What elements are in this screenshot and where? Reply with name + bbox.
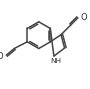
Text: O: O [0, 52, 3, 61]
Text: O: O [80, 13, 87, 22]
Text: NH: NH [50, 58, 61, 64]
